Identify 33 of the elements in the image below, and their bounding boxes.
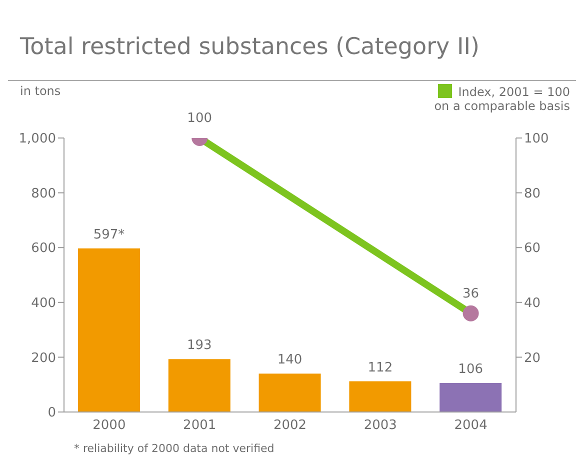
- data-label: 112: [368, 360, 393, 376]
- bar: [168, 359, 230, 412]
- y2-tick-label: 40: [524, 296, 541, 312]
- y-tick-label: 800: [31, 186, 56, 202]
- data-label: 597*: [93, 227, 126, 242]
- bar: [349, 381, 412, 412]
- data-label: 193: [186, 338, 212, 354]
- text: on a comparable basis: [434, 99, 570, 113]
- y-tick-label: 1,000: [18, 132, 56, 147]
- y2-tick-label: 80: [524, 186, 541, 202]
- y2-tick-label: 100: [524, 132, 549, 147]
- y2-tick-label: 60: [524, 241, 541, 256]
- bar: [440, 382, 502, 412]
- y-axis-title: in tons: [20, 84, 61, 98]
- chart-title: Total restricted substances (Category II): [20, 34, 480, 60]
- y-tick-label: 600: [31, 241, 56, 256]
- x-tick-label: 2002: [273, 418, 307, 434]
- x-tick-label: 2004: [454, 418, 488, 434]
- x-tick-label: 2003: [364, 418, 397, 434]
- x-tick-label: 2001: [183, 418, 216, 434]
- y2-tick-label: 20: [524, 350, 541, 366]
- legend-label: Index, 2001 = 100: [457, 84, 570, 99]
- x-tick-label: 2000: [92, 418, 126, 434]
- data-label: 140: [277, 352, 302, 368]
- y-tick-label: 200: [31, 350, 56, 366]
- bar: [78, 248, 140, 412]
- data-label: 100: [187, 111, 212, 126]
- bar: [258, 374, 321, 412]
- data-label: 106: [458, 362, 484, 377]
- text: * reliability of 2000 data not verified: [74, 442, 274, 455]
- data-label: 36: [462, 286, 480, 302]
- y-tick-label: 0: [48, 406, 56, 421]
- y-tick-label: 400: [31, 296, 56, 312]
